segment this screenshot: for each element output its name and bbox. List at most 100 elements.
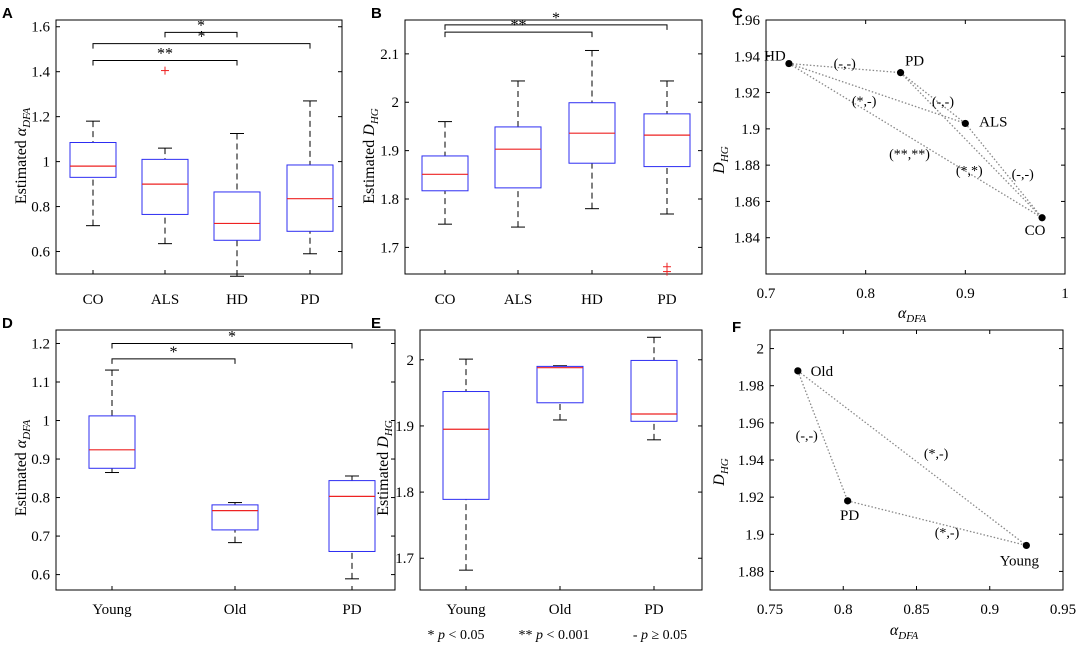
panel-c-xtick-label: 0.7 (757, 286, 776, 302)
panel-f-pair-label: (*,-) (924, 447, 949, 462)
panel-a-category-label: PD (300, 292, 319, 308)
panel-e-ylabel-text: Estimated (375, 452, 392, 516)
panel-e-category-label: PD (644, 602, 663, 618)
panel-d-ytick-label: 1 (43, 414, 51, 430)
panel-a-box (69, 142, 117, 178)
panel-b-ytick-label: 2 (392, 95, 400, 111)
panel-a-box (213, 191, 261, 241)
panel-f-ytick-label: 1.96 (738, 416, 765, 432)
panel-a-box (141, 158, 189, 215)
panel-c-axes-frame (765, 19, 1066, 275)
panel-b-significance-bracket (444, 31, 593, 38)
panel-c-pair-line (788, 62, 966, 125)
panel-a-significance-bracket (164, 31, 238, 38)
panel-a-ylabel-text: Estimated (13, 140, 30, 204)
panel-b-ylabel-sub: HG (369, 108, 381, 125)
panel-d-ytick-label: 0.8 (31, 491, 50, 507)
svg-text:DHG: DHG (711, 458, 731, 487)
panel-b-significance-label: * (552, 10, 560, 27)
panel-c-pair-line (788, 62, 1043, 219)
panel-f-ytick-label: 1.92 (738, 490, 764, 506)
panel-a-ytick-label: 1.2 (31, 110, 50, 126)
panel-d: D Estimated αDFA 0.6 0.7 0.8 0.9 1 1.1 1.2 Youn… (2, 315, 396, 618)
panel-a-significance-label: ** (157, 45, 173, 62)
panel-c-xlabel: αDFA (898, 305, 927, 325)
panel-c-ylabel-symbol: D (711, 162, 728, 175)
panel-a-category-label: ALS (151, 292, 179, 308)
panel-a-ytick-label: 1.4 (31, 65, 50, 81)
panel-d-ytick-label: 1.2 (31, 336, 50, 352)
panel-c-point (961, 119, 969, 128)
panel-a-significance-label: * (198, 29, 206, 46)
panel-f-xtick-label: 0.95 (1050, 602, 1076, 618)
panel-b: B Estimated DHG 1.71.81.922.1CO ALS HD PD**… (361, 5, 703, 308)
panel-f-pair-label: (-,-) (796, 429, 818, 444)
panel-c-ytick-label: 1.88 (734, 158, 760, 174)
panel-a: A Estimated αDFA 0.6 0.8 1 1.2 1.4 1.6 CO ALS HD… (2, 5, 343, 308)
panel-b-box (494, 126, 542, 189)
panel-f-xtick-label: 0.9 (980, 602, 999, 618)
panel-c-pair-label: (*,*) (956, 164, 983, 179)
panel-e-category-label: Young (446, 602, 486, 618)
panel-b-ylabel-text: Estimated (361, 140, 378, 204)
panel-a-category-label: CO (83, 292, 104, 308)
panel-b-ylabel-symbol: D (361, 124, 378, 137)
panel-c-point-label: CO (1025, 223, 1046, 239)
panel-f-ylabel: DHG (711, 458, 731, 487)
panel-c-xtick-label: 1 (1061, 286, 1069, 302)
panel-f-ytick-label: 1.98 (738, 379, 764, 395)
panel-a-ytick-label: 0.6 (31, 245, 50, 261)
panel-c-pair-label: (**,**) (889, 148, 930, 163)
panel-f-xtick-label: 0.75 (757, 602, 783, 618)
panel-f-ylabel-symbol: D (711, 474, 728, 487)
panel-c-ylabel-sub: HG (719, 146, 731, 163)
panel-a-ytick-label: 1.6 (31, 20, 50, 36)
panel-d-ytick-label: 0.9 (31, 452, 50, 468)
panel-c-ylabel: DHG (711, 146, 731, 175)
panel-b-category-label: PD (657, 292, 676, 308)
panel-d-letter: D (2, 315, 13, 332)
panel-d-category-label: PD (342, 602, 361, 618)
panel-e-ytick-label: 1.8 (395, 485, 414, 501)
panel-d-ytick-label: 0.7 (31, 529, 50, 545)
panel-c-ytick-label: 1.92 (734, 86, 760, 102)
panel-d-significance-bracket (111, 358, 236, 364)
panel-f-pair-line (797, 370, 1027, 546)
panel-f-xtick-label: 0.85 (903, 602, 929, 618)
panel-b-ytick-label: 2.1 (380, 47, 399, 63)
panel-f-letter: F (732, 319, 741, 336)
panel-f-ylabel-sub: HG (719, 458, 731, 475)
panel-c-ytick-label: 1.86 (734, 194, 761, 210)
panel-a-ylabel-sub: DFA (21, 108, 33, 129)
panel-b-category-label: HD (581, 292, 603, 308)
panel-b-letter: B (371, 5, 382, 22)
panel-c-point-label: HD (764, 49, 786, 65)
panel-f-xtick-label: 0.8 (834, 602, 853, 618)
panel-d-significance-label: * (170, 344, 178, 361)
panel-c-ytick-label: 1.9 (741, 122, 760, 138)
panel-e-ytick-label: 1.9 (395, 419, 414, 435)
panel-a-category-label: HD (226, 292, 248, 308)
panel-a-letter: A (2, 5, 13, 22)
panel-d-significance-label: * (228, 328, 236, 345)
panel-c-letter: C (732, 5, 743, 22)
panel-f-ytick-label: 2 (757, 342, 765, 358)
panel-b-category-label: CO (435, 292, 456, 308)
panel-e-ytick-label: 1.7 (395, 551, 414, 567)
panel-c-point (785, 59, 793, 68)
panel-e-ylabel-sub: HG (383, 420, 395, 437)
panel-f-point (794, 367, 802, 375)
panel-d-box (328, 480, 376, 552)
panel-d-significance-bracket (111, 342, 353, 349)
panel-f: F DHG αDFA 1.88 1.9 1.92 1.94 1.96 1.98 2 0.75 0… (711, 319, 1076, 642)
panel-d-ytick-label: 0.6 (31, 568, 50, 584)
panel-c-pair-label: (-,-) (1012, 168, 1034, 183)
panel-d-box (88, 415, 136, 469)
panel-d-ytick-label: 1.1 (31, 375, 50, 391)
panel-d-axes-frame (55, 329, 396, 591)
panel-b-ylabel: Estimated DHG (361, 108, 381, 203)
svg-text:DHG: DHG (711, 146, 731, 175)
svg-text:Estimated DHG: Estimated DHG (361, 108, 381, 203)
legend-star: * p < 0.05 (428, 628, 485, 643)
